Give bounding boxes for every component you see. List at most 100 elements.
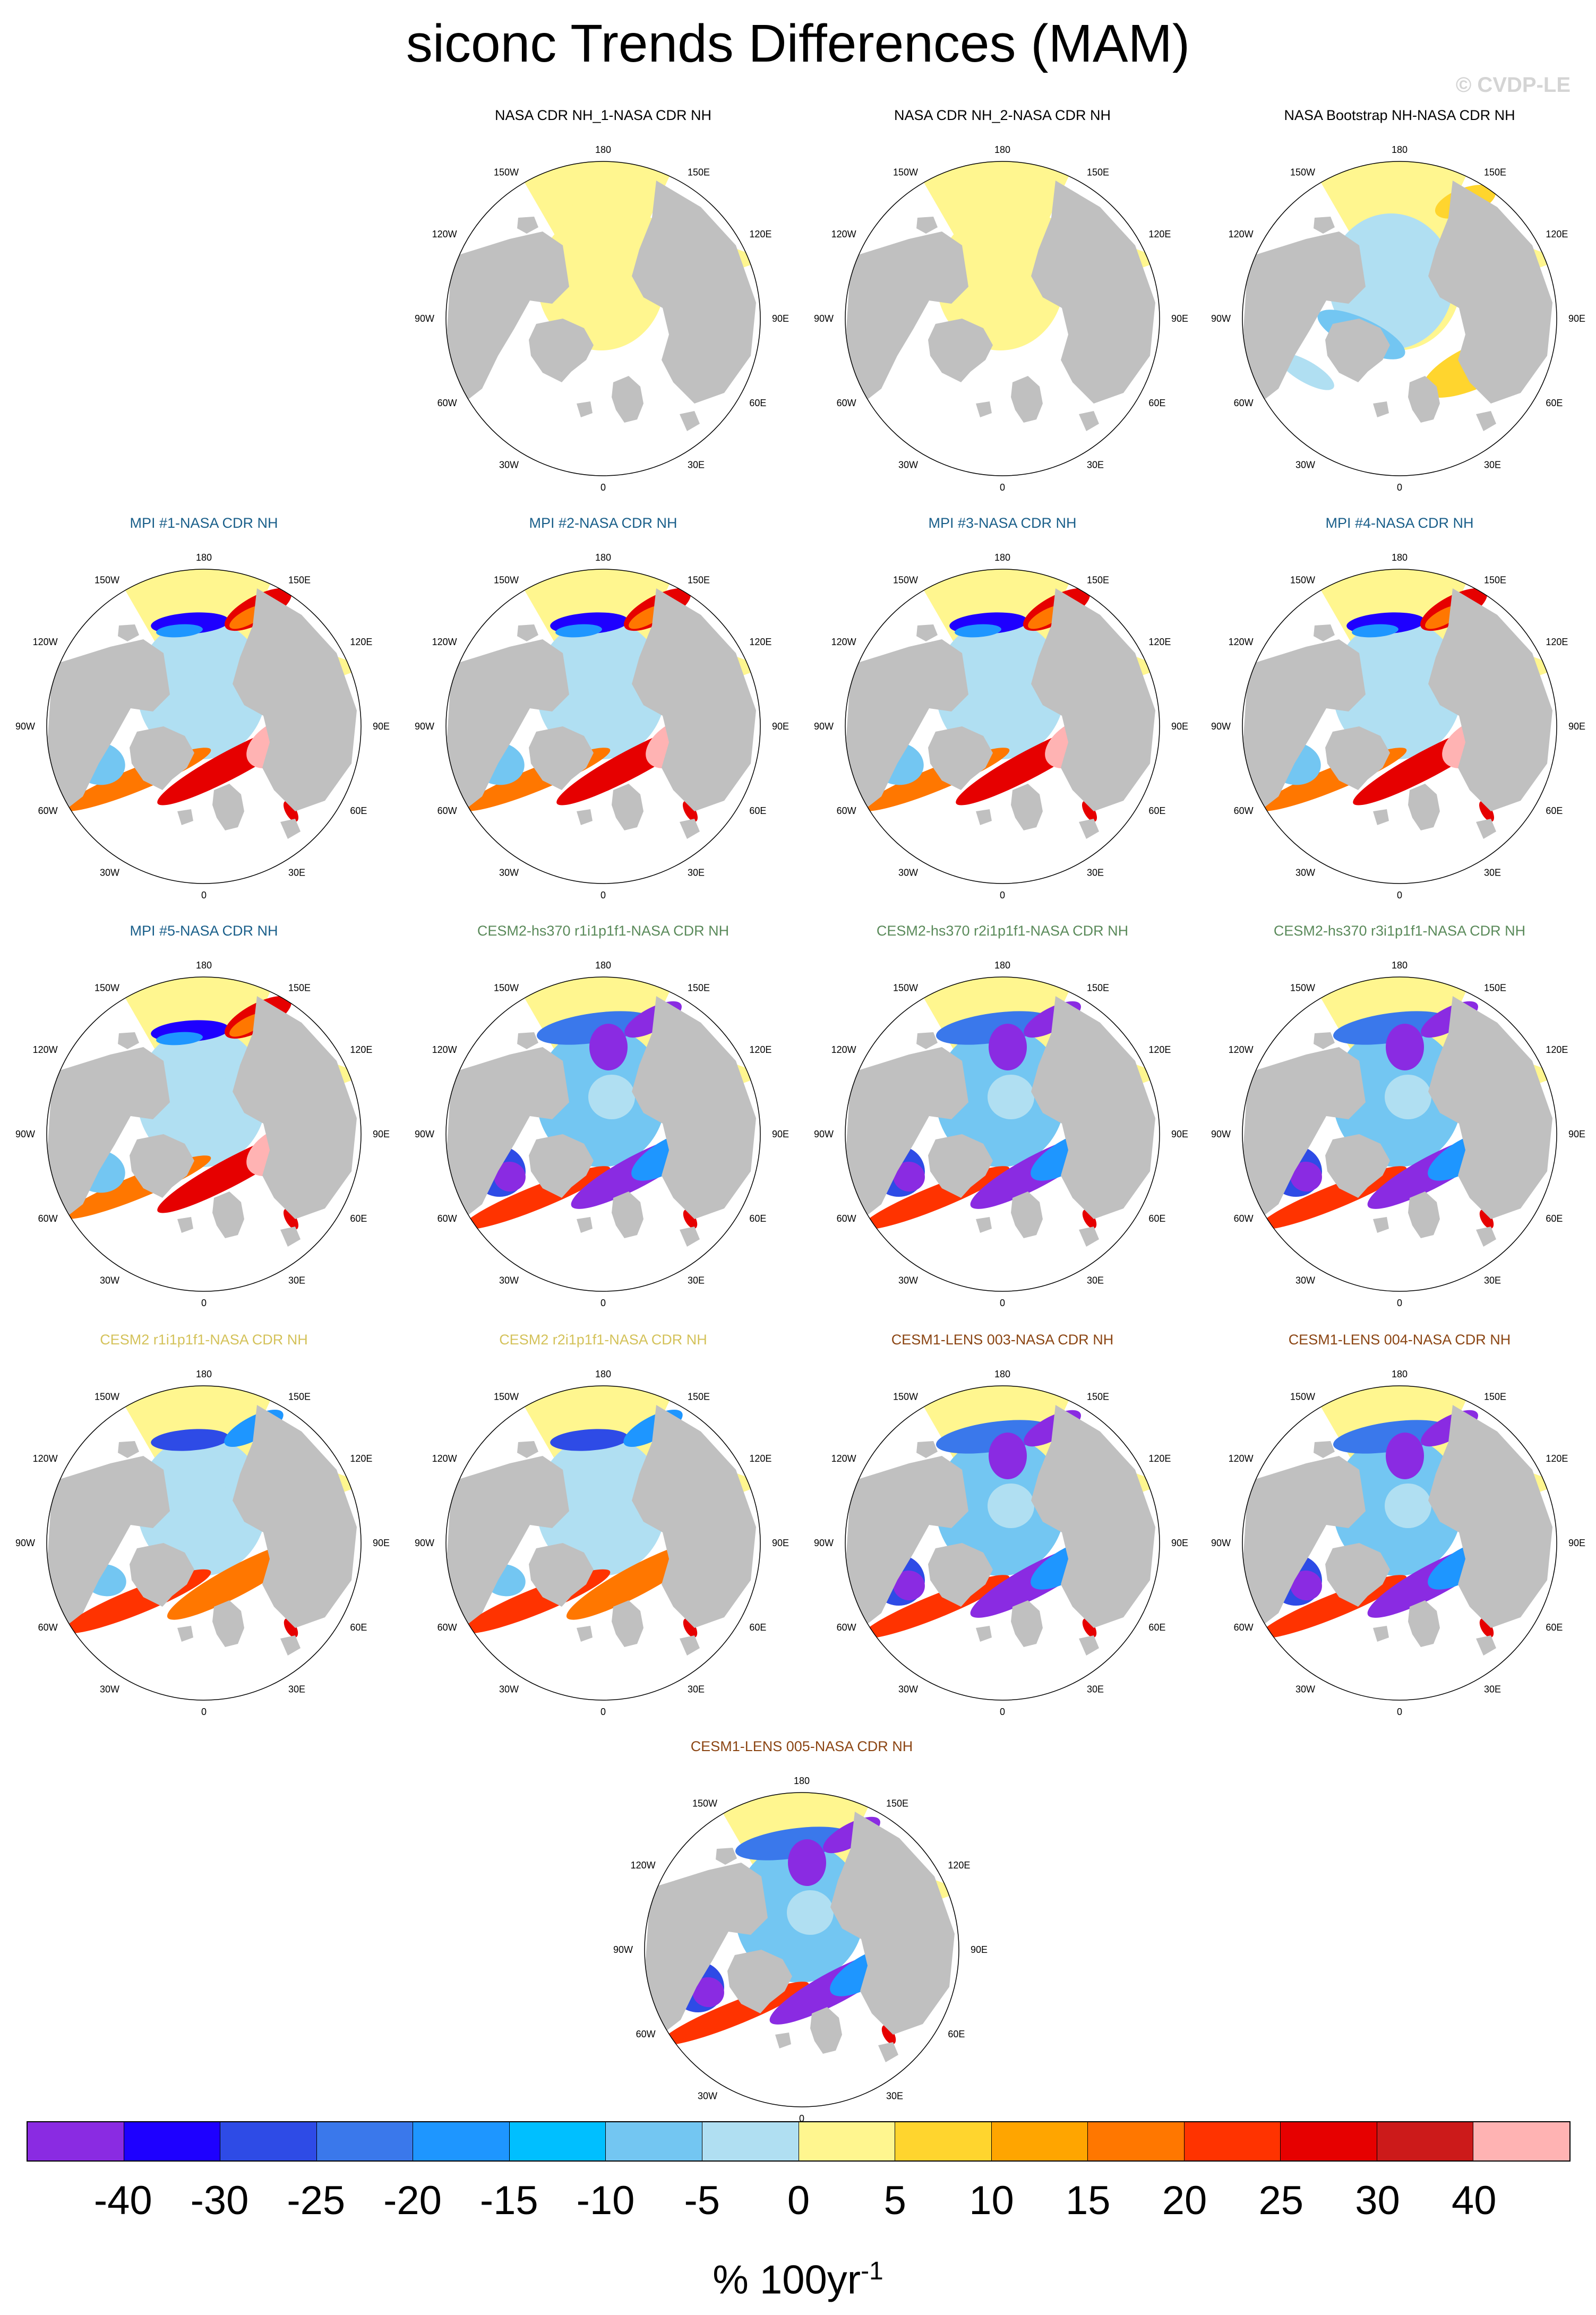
colorbar-tick-label: 0 bbox=[787, 2178, 810, 2223]
map-fields bbox=[845, 1386, 1160, 1700]
longitude-label: 0 bbox=[201, 1298, 207, 1308]
longitude-label: 90E bbox=[1568, 1538, 1585, 1548]
longitude-label: 0 bbox=[600, 890, 606, 901]
longitude-label: 60E bbox=[1148, 805, 1165, 816]
chukchi-field bbox=[788, 1839, 826, 1886]
longitude-label: 150W bbox=[893, 575, 918, 586]
longitude-label: 180 bbox=[595, 144, 611, 155]
polar-map: 180 150E 120E 90E 60E 30E 0 30W 60W 90W 120W 150W bbox=[814, 1369, 1188, 1717]
longitude-label: 0 bbox=[1397, 1298, 1402, 1308]
bering-edge-field bbox=[955, 624, 1001, 638]
land-mass bbox=[1325, 319, 1390, 382]
panel-title: CESM2-hs370 r3i1p1f1-NASA CDR NH bbox=[1273, 923, 1526, 939]
land-mass bbox=[1342, 671, 1362, 689]
map-panel: CESM2 r2i1p1f1-NASA CDR NH 180 150E 120E 90E… bbox=[404, 1331, 803, 1734]
chukchi-field bbox=[1386, 1024, 1424, 1070]
longitude-label: 90W bbox=[814, 313, 834, 324]
colorbar-tick-label: 15 bbox=[1065, 2178, 1111, 2223]
map-panel: NASA Bootstrap NH-NASA CDR NH 180 150E 120E… bbox=[1200, 106, 1596, 510]
longitude-label: 180 bbox=[794, 1776, 810, 1786]
map-fields bbox=[1242, 977, 1557, 1291]
longitude-label: 60W bbox=[1234, 1622, 1254, 1633]
land-mass bbox=[1428, 588, 1552, 811]
baltic-field bbox=[683, 801, 698, 822]
panel-title: MPI #4-NASA CDR NH bbox=[1325, 515, 1474, 531]
longitude-label: 150E bbox=[288, 575, 311, 586]
map-panel: MPI #5-NASA CDR NH 180 150E 120E 90E 60E 30E 0 3… bbox=[4, 922, 404, 1325]
longitude-label: 60W bbox=[38, 1213, 58, 1224]
longitude-label: 120W bbox=[1229, 1044, 1254, 1055]
longitude-label: 180 bbox=[196, 1369, 212, 1379]
longitude-label: 60E bbox=[749, 398, 766, 408]
land-mass bbox=[546, 1079, 566, 1097]
colorbar-tick-label: -20 bbox=[383, 2178, 442, 2223]
colorbar-swatch bbox=[1088, 2122, 1185, 2160]
map-border bbox=[644, 1792, 959, 2107]
land-mass bbox=[716, 1848, 737, 1865]
longitude-label: 30E bbox=[1484, 1275, 1501, 1285]
longitude-label: 90E bbox=[772, 1129, 789, 1139]
map-panel: MPI #4-NASA CDR NH 180 150E 120E 90E 60E 30E 0 3… bbox=[1200, 514, 1596, 918]
longitude-label: 90E bbox=[1568, 721, 1585, 732]
land-mass bbox=[517, 217, 538, 234]
longitude-label: 30E bbox=[1087, 1684, 1104, 1694]
longitude-label: 180 bbox=[1392, 1369, 1408, 1379]
longitude-label: 30E bbox=[288, 1275, 305, 1285]
longitude-label: 120E bbox=[948, 1860, 970, 1871]
land-mass bbox=[233, 996, 357, 1219]
land-mass bbox=[529, 726, 594, 790]
colorbar-swatch bbox=[606, 2122, 702, 2160]
land-mass bbox=[48, 1456, 170, 1628]
land-mass bbox=[233, 588, 357, 811]
longitude-label: 150W bbox=[494, 1392, 519, 1402]
units-exponent: -1 bbox=[861, 2257, 883, 2285]
map-panel: CESM2-hs370 r3i1p1f1-NASA CDR NH 180 150E 1… bbox=[1200, 922, 1596, 1325]
land-mass bbox=[447, 639, 569, 811]
land-mass bbox=[632, 1405, 756, 1628]
colorbar-swatch bbox=[702, 2122, 799, 2160]
land-mass bbox=[48, 1047, 170, 1219]
colorbar-swatch bbox=[1281, 2122, 1377, 2160]
panel-title: CESM1-LENS 005-NASA CDR NH bbox=[690, 1738, 913, 1754]
colorbar-swatch bbox=[991, 2122, 1088, 2160]
baltic-field bbox=[683, 1209, 698, 1229]
land-mass bbox=[632, 181, 756, 404]
land-mass bbox=[212, 1600, 244, 1647]
land-mass bbox=[916, 1441, 938, 1458]
baltic-field bbox=[1479, 1618, 1494, 1638]
panel-title: CESM2-hs370 r1i1p1f1-NASA CDR NH bbox=[477, 923, 730, 939]
longitude-label: 30E bbox=[1087, 1275, 1104, 1285]
central-arctic-field bbox=[588, 667, 635, 711]
longitude-label: 0 bbox=[600, 482, 606, 493]
baltic-field bbox=[1082, 1209, 1097, 1229]
longitude-label: 120E bbox=[350, 637, 372, 647]
land-mass bbox=[1428, 1405, 1552, 1628]
land-mass bbox=[846, 231, 968, 404]
land-mass bbox=[727, 1950, 792, 2013]
map-border bbox=[1242, 161, 1557, 476]
longitude-label: 120W bbox=[33, 1453, 58, 1464]
longitude-label: 90W bbox=[15, 1129, 35, 1139]
longitude-label: 90E bbox=[971, 1944, 988, 1955]
longitude-label: 180 bbox=[595, 552, 611, 563]
land-mass bbox=[1079, 1227, 1099, 1247]
longitude-label: 60E bbox=[1148, 1622, 1165, 1633]
land-mass bbox=[1079, 1635, 1099, 1656]
colorbar-tick-label: -15 bbox=[479, 2178, 538, 2223]
longitude-label: 120E bbox=[1148, 229, 1171, 239]
longitude-label: 30E bbox=[1484, 459, 1501, 470]
map-border bbox=[845, 569, 1160, 884]
land-mass bbox=[1428, 181, 1552, 404]
land-mass bbox=[546, 671, 566, 689]
longitude-label: 120E bbox=[350, 1453, 372, 1464]
map-fields bbox=[845, 977, 1160, 1291]
longitude-label: 150E bbox=[1087, 167, 1109, 178]
longitude-label: 150W bbox=[494, 575, 519, 586]
map-fields bbox=[47, 977, 361, 1291]
colorbar-tick-label: 30 bbox=[1355, 2178, 1400, 2223]
longitude-label: 90W bbox=[1211, 1129, 1231, 1139]
land-mass bbox=[529, 1543, 594, 1607]
land-mass bbox=[1011, 784, 1043, 830]
land-mass bbox=[280, 819, 301, 839]
longitude-label: 150W bbox=[95, 575, 119, 586]
